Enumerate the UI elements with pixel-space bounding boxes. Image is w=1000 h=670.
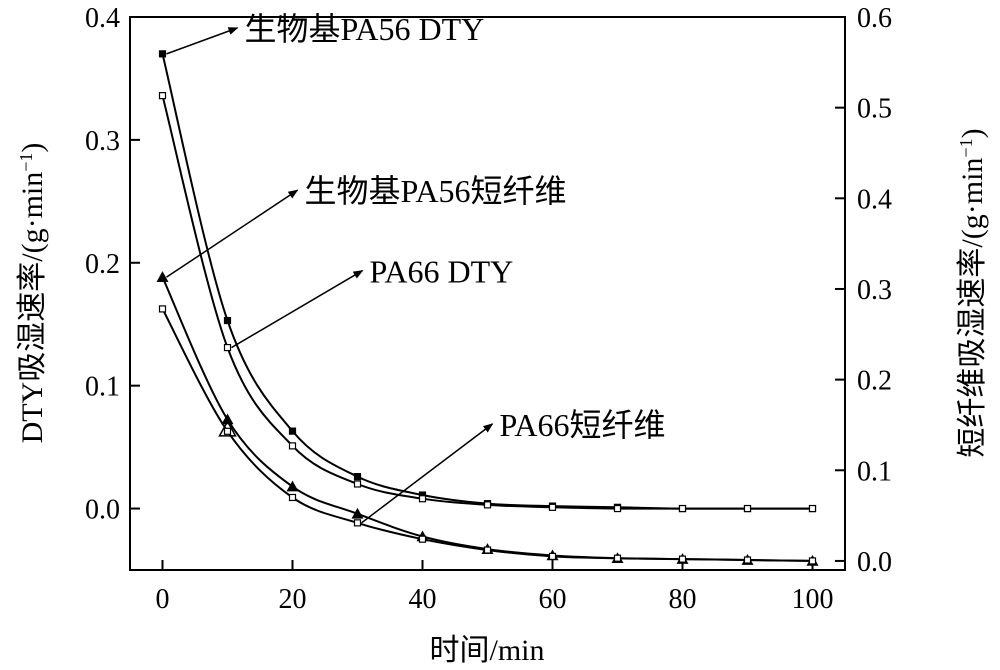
annotation-arrow — [166, 189, 299, 278]
data-point — [353, 473, 362, 481]
data-point — [808, 504, 817, 513]
data-point — [678, 555, 687, 563]
x-tick-label: 60 — [539, 584, 567, 615]
data-point — [548, 503, 557, 511]
data-point — [223, 343, 232, 352]
series-line-1 — [161, 95, 813, 510]
y-right-tick-label: 0.4 — [857, 184, 892, 215]
y-left-title-tail: ) — [16, 143, 49, 153]
data-point — [808, 557, 817, 565]
y-right-axis-title: 短纤维吸湿速率/(g·min−1) — [956, 128, 989, 457]
y-right-tick-label: 0.3 — [857, 275, 892, 306]
data-point — [286, 480, 299, 492]
series-line-2 — [161, 276, 813, 562]
y-right-tick-label: 0.0 — [857, 547, 892, 578]
data-point — [223, 427, 232, 435]
axis-ticks: 0 20 40 60 80 100 0.0 0.1 0.2 0.3 0.4 0.0 0.1 0.2 0.3 0… — [85, 3, 892, 615]
x-axis-title: 时间/min — [429, 634, 544, 667]
y-right-tick-label: 0.5 — [857, 94, 892, 125]
y-left-title-main: DTY吸湿速率/(g·min — [16, 172, 49, 444]
y-left-axis-title: DTY吸湿速率/(g·min−1) — [16, 143, 49, 444]
y-right-tick-label: 0.6 — [857, 3, 892, 34]
annotation-arrow — [166, 27, 239, 55]
y-right-title-sup: −1 — [956, 138, 976, 157]
x-tick-label: 100 — [792, 584, 834, 615]
outlier-point — [218, 419, 237, 437]
data-point — [288, 493, 297, 502]
y-right-tick-label: 0.1 — [857, 456, 892, 487]
data-point — [613, 554, 622, 562]
x-tick-label: 20 — [279, 584, 307, 615]
data-point — [288, 427, 297, 435]
data-point — [353, 519, 362, 527]
data-point — [743, 504, 752, 513]
y-left-tick-label: 0.3 — [85, 126, 120, 157]
annotation-arrow — [361, 423, 494, 524]
data-point — [483, 546, 492, 554]
series-annotations: 生物基PA56 DTY 生物基PA56短纤维 PA66 DTY PA66短纤维 — [166, 11, 666, 524]
data-point — [158, 50, 167, 58]
data-point — [483, 501, 492, 509]
data-point — [548, 552, 557, 561]
data-point — [678, 504, 687, 513]
x-tick-label: 40 — [409, 584, 437, 615]
annotation-label: 生物基PA56短纤维 — [305, 173, 567, 209]
y-right-tick-label: 0.2 — [857, 366, 892, 397]
data-point — [221, 413, 234, 425]
data-markers — [156, 50, 819, 566]
data-point — [156, 271, 169, 282]
y-left-title-sup: −1 — [16, 153, 36, 172]
y-left-tick-label: 0.0 — [85, 495, 120, 526]
x-tick-label: 0 — [156, 584, 170, 615]
x-tick-label: 80 — [669, 584, 697, 615]
y-left-tick-label: 0.4 — [85, 3, 120, 34]
annotation-label: PA66 DTY — [370, 254, 514, 290]
data-point — [743, 556, 752, 564]
data-point — [351, 507, 364, 519]
annotation-label: PA66短纤维 — [500, 407, 666, 443]
plot-frame — [129, 16, 846, 571]
data-point — [158, 92, 167, 100]
y-left-tick-label: 0.1 — [85, 372, 120, 403]
data-point — [223, 316, 232, 325]
annotation-arrow — [231, 269, 364, 349]
data-point — [418, 495, 427, 503]
y-right-title-tail: ) — [956, 128, 989, 138]
data-point — [353, 480, 362, 488]
data-point — [613, 504, 622, 513]
series-line-3 — [161, 308, 813, 562]
data-point — [158, 305, 167, 313]
data-point — [418, 535, 427, 543]
y-left-tick-label: 0.2 — [85, 249, 120, 280]
y-right-title-main: 短纤维吸湿速率/(g·min — [956, 158, 989, 458]
annotation-label: 生物基PA56 DTY — [245, 11, 485, 47]
data-point — [288, 442, 297, 450]
fitted-curves — [161, 53, 813, 562]
